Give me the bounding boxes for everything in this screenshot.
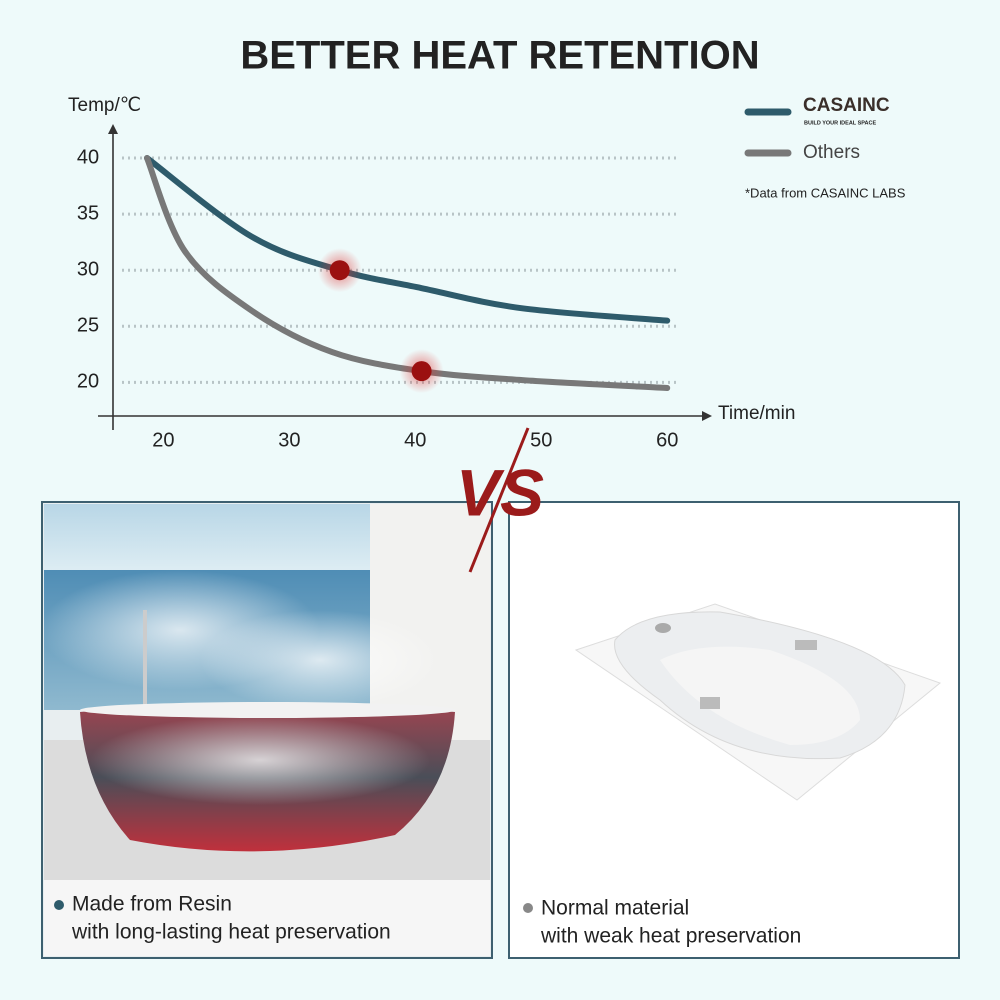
acrylic-tub: [574, 603, 942, 801]
y-tick-label: 30: [77, 258, 99, 280]
resin-photo: [40, 502, 492, 958]
axis-arrow: [702, 411, 712, 421]
plot: 20 25 30 35 40 20 30 40 50 60: [77, 146, 678, 451]
chart-title: BETTER HEAT RETENTION: [240, 34, 759, 78]
x-tick-label: 60: [656, 429, 678, 451]
bullet: [54, 900, 64, 910]
caption-line: with weak heat preservation: [540, 925, 801, 948]
panel-frame: [41, 501, 493, 959]
series-line: [144, 155, 671, 391]
axis-arrow: [108, 124, 118, 134]
x-tick-label: 30: [278, 429, 300, 451]
y-tick-label: 40: [77, 146, 99, 168]
y-tick-label: 35: [77, 202, 99, 224]
caption-line: with long-lasting heat preservation: [71, 921, 391, 944]
legend-label: CASAINC: [803, 95, 890, 116]
y-axis-label: Temp/℃: [68, 95, 141, 116]
legend-label: Others: [803, 142, 860, 163]
y-tick-label: 25: [77, 315, 99, 337]
vs-slash: [468, 427, 530, 573]
bullet: [523, 903, 533, 913]
highlight-point: [329, 260, 350, 281]
axes: [98, 130, 708, 430]
caption-line: Normal material: [541, 897, 689, 920]
series-line: [144, 155, 671, 324]
legend: CASAINC Others: [744, 95, 890, 163]
brand-tagline: BUILD YOUR IDEAL SPACE: [804, 120, 876, 126]
x-axis-label: Time/min: [718, 403, 795, 424]
note: *Data from CASAINC LABS: [745, 185, 906, 200]
caption-line: Made from Resin: [72, 893, 232, 916]
vs-label: VS: [456, 455, 544, 529]
y-tick-label: 20: [77, 371, 99, 393]
x-tick-label: 40: [404, 429, 426, 451]
highlight-point: [411, 361, 432, 382]
x-tick-label: 50: [530, 429, 552, 451]
x-tick-label: 20: [152, 429, 174, 451]
